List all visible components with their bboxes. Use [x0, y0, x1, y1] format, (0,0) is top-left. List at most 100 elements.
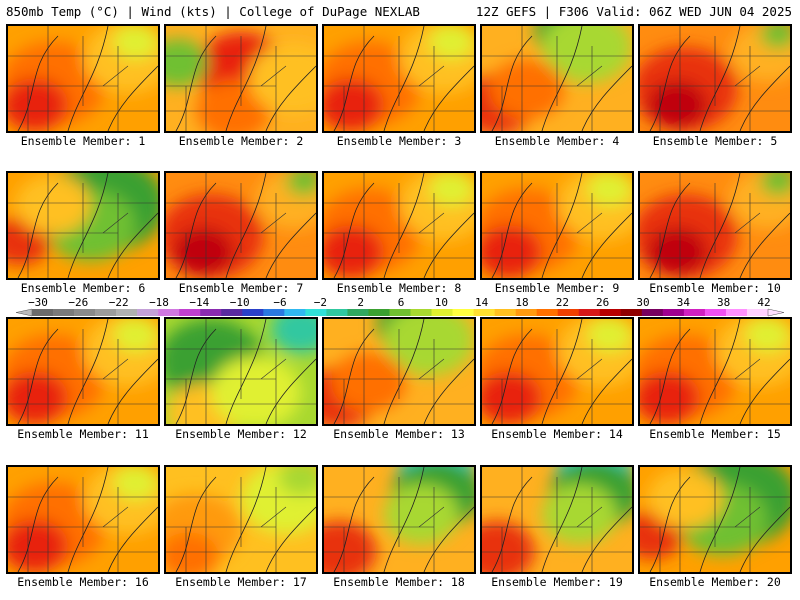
colorbar-arrow-left — [15, 308, 33, 317]
colorbar-swatch — [599, 309, 622, 316]
model-run-valid-time: 12Z GEFS | F306 Valid: 06Z WED JUN 04 20… — [475, 4, 792, 19]
ensemble-panel: Ensemble Member: 5 — [638, 24, 796, 152]
ensemble-panel: Ensemble Member: 9 — [480, 171, 638, 299]
colorbar-tick-label: 42 — [757, 296, 770, 309]
colorbar-tick-label: 18 — [515, 296, 528, 309]
ensemble-member-label: Ensemble Member: 12 — [175, 427, 307, 441]
colorbar-swatch — [32, 309, 54, 316]
ensemble-panel: Ensemble Member: 15 — [638, 317, 796, 445]
colorbar-swatch — [137, 309, 159, 316]
ensemble-panel: Ensemble Member: 11 — [6, 317, 164, 445]
colorbar-swatch — [368, 309, 390, 316]
colorbar-swatch — [473, 309, 495, 316]
colorbar-tick-label: 14 — [475, 296, 489, 309]
temperature-colorbar: −30 −26 −22 −18 −14 −10 −6 −2 2 6 10 14 18 22 26 30 34 38… — [15, 296, 785, 317]
temperature-map — [322, 465, 476, 574]
colorbar-tick-label: −22 — [109, 296, 129, 309]
ensemble-member-label: Ensemble Member: 16 — [17, 575, 149, 589]
colorbar-swatch — [620, 309, 643, 316]
colorbar-tick-label: 6 — [398, 296, 405, 309]
colorbar-tick-label: 22 — [556, 296, 569, 309]
temperature-map — [480, 317, 634, 426]
colorbar-swatch — [683, 309, 706, 316]
chart-title: 850mb Temp (°C) | Wind (kts) | College o… — [6, 4, 420, 19]
colorbar-swatch — [158, 309, 180, 316]
ensemble-panel: Ensemble Member: 14 — [480, 317, 638, 445]
ensemble-member-label: Ensemble Member: 14 — [491, 427, 623, 441]
colorbar-swatch — [284, 309, 306, 316]
ensemble-member-label: Ensemble Member: 11 — [17, 427, 149, 441]
colorbar-tick-label: −18 — [149, 296, 169, 309]
ensemble-member-label: Ensemble Member: 4 — [494, 134, 620, 148]
ensemble-panel: Ensemble Member: 20 — [638, 465, 796, 593]
temperature-map — [322, 171, 476, 280]
ensemble-member-label: Ensemble Member: 10 — [649, 281, 781, 295]
ensemble-member-label: Ensemble Member: 5 — [652, 134, 778, 148]
colorbar-swatch — [200, 309, 222, 316]
ensemble-panel: Ensemble Member: 4 — [480, 24, 638, 152]
ensemble-panel: Ensemble Member: 8 — [322, 171, 480, 299]
temperature-map — [638, 465, 792, 574]
colorbar-tick-label: −26 — [68, 296, 88, 309]
temperature-map — [322, 24, 476, 133]
colorbar-swatch — [641, 309, 664, 316]
colorbar-swatch — [305, 309, 327, 316]
colorbar-swatch — [116, 309, 138, 316]
colorbar-swatch — [326, 309, 348, 316]
colorbar-tick-label: −14 — [189, 296, 209, 309]
colorbar-swatch — [725, 309, 748, 316]
ensemble-member-label: Ensemble Member: 18 — [333, 575, 465, 589]
colorbar-tick-label: 34 — [677, 296, 691, 309]
colorbar-swatch — [53, 309, 75, 316]
temperature-map — [164, 317, 318, 426]
ensemble-member-label: Ensemble Member: 7 — [178, 281, 304, 295]
ensemble-panel: Ensemble Member: 16 — [6, 465, 164, 593]
ensemble-panel: Ensemble Member: 13 — [322, 317, 480, 445]
temperature-map — [322, 317, 476, 426]
temperature-map — [638, 171, 792, 280]
ensemble-member-label: Ensemble Member: 3 — [336, 134, 462, 148]
colorbar-swatch — [74, 309, 96, 316]
ensemble-panel: Ensemble Member: 10 — [638, 171, 796, 299]
temperature-map — [480, 171, 634, 280]
temperature-map — [6, 317, 160, 426]
colorbar-tick-label: −2 — [314, 296, 327, 309]
colorbar-swatch — [494, 309, 516, 316]
colorbar-tick-label: −30 — [28, 296, 48, 309]
colorbar-tick-label: −10 — [230, 296, 250, 309]
ensemble-panel: Ensemble Member: 18 — [322, 465, 480, 593]
colorbar-swatch — [95, 309, 117, 316]
temperature-map — [164, 24, 318, 133]
ensemble-member-label: Ensemble Member: 6 — [20, 281, 146, 295]
temperature-map — [6, 171, 160, 280]
colorbar-swatch — [242, 309, 264, 316]
ensemble-panel: Ensemble Member: 6 — [6, 171, 164, 299]
colorbar-swatch — [389, 309, 411, 316]
colorbar-swatch — [179, 309, 201, 316]
ensemble-member-label: Ensemble Member: 15 — [649, 427, 781, 441]
ensemble-panel: Ensemble Member: 3 — [322, 24, 480, 152]
temperature-map — [480, 24, 634, 133]
colorbar-swatch — [263, 309, 285, 316]
colorbar-tick-label: 30 — [636, 296, 649, 309]
ensemble-member-label: Ensemble Member: 17 — [175, 575, 307, 589]
temperature-map — [164, 465, 318, 574]
colorbar-swatch — [746, 309, 769, 316]
colorbar-tick-label: 38 — [717, 296, 730, 309]
colorbar-swatch — [578, 309, 601, 316]
colorbar-swatch — [431, 309, 453, 316]
colorbar-swatch — [221, 309, 243, 316]
colorbar-swatch — [347, 309, 369, 316]
ensemble-member-label: Ensemble Member: 8 — [336, 281, 462, 295]
ensemble-panel: Ensemble Member: 12 — [164, 317, 322, 445]
colorbar-arrow-right — [767, 308, 785, 317]
temperature-map — [638, 24, 792, 133]
ensemble-panel: Ensemble Member: 17 — [164, 465, 322, 593]
colorbar-tick-label: −6 — [273, 296, 286, 309]
colorbar-swatch — [410, 309, 432, 316]
colorbar-swatch — [452, 309, 474, 316]
ensemble-member-label: Ensemble Member: 13 — [333, 427, 465, 441]
temperature-map — [6, 465, 160, 574]
colorbar-tick-label: 10 — [435, 296, 448, 309]
ensemble-member-label: Ensemble Member: 9 — [494, 281, 620, 295]
